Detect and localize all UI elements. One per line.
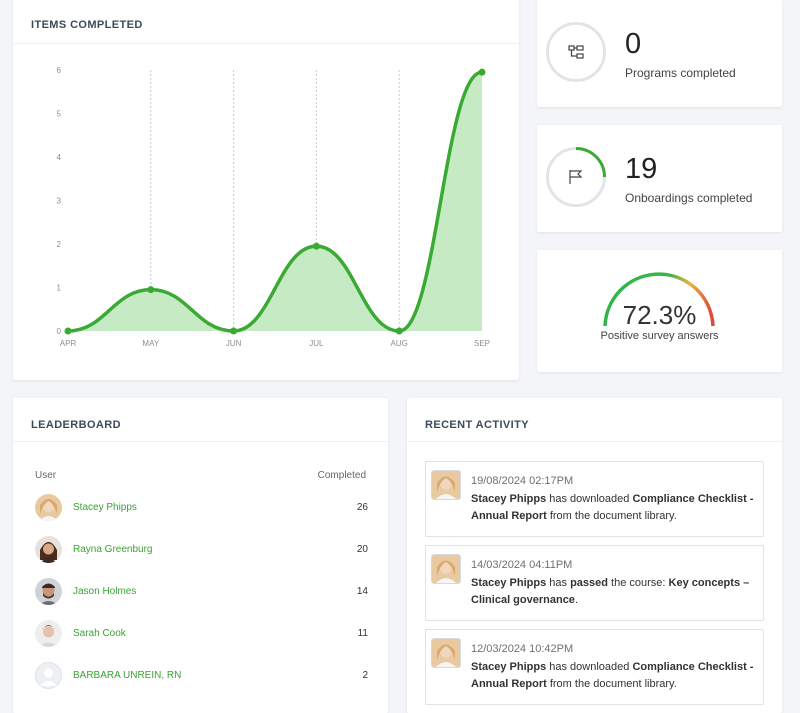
flag-icon [569, 170, 583, 184]
programs-card: 0 Programs completed [537, 0, 782, 107]
activity-item: 19/08/2024 02:17PM Stacey Phipps has dow… [425, 461, 764, 537]
recent-activity-header: RECENT ACTIVITY [407, 398, 782, 442]
activity-verb-bold: passed [570, 577, 608, 589]
items-completed-title: ITEMS COMPLETED [31, 19, 143, 31]
leaderboard-count: 26 [356, 502, 368, 513]
leaderboard-col-user: User [35, 470, 57, 481]
y-tick-label: 4 [57, 153, 62, 162]
activity-item: 14/03/2024 04:11PM Stacey Phipps has pas… [425, 545, 764, 621]
activity-verb: has downloaded [546, 493, 633, 505]
activity-verb: has downloaded [546, 661, 633, 673]
chart-area [68, 72, 482, 332]
y-tick-label: 3 [57, 197, 62, 206]
x-tick-label: MAY [142, 339, 159, 348]
activity-text: Stacey Phipps has downloaded Compliance … [471, 491, 759, 525]
activity-verb2: the course: [607, 577, 669, 589]
leaderboard-row[interactable]: Stacey Phipps 26 [35, 494, 368, 524]
activity-time: 14/03/2024 04:11PM [471, 559, 573, 571]
onboardings-value: 19 [625, 153, 658, 185]
chart-point[interactable] [395, 327, 403, 335]
y-tick-label: 2 [57, 240, 62, 249]
y-tick-label: 5 [57, 110, 62, 119]
recent-activity-card: RECENT ACTIVITY 19/08/2024 02:17PM Stace… [407, 398, 782, 713]
activity-actor[interactable]: Stacey Phipps [471, 577, 547, 589]
survey-label: Positive survey answers [600, 330, 719, 342]
leaderboard-name[interactable]: Sarah Cook [73, 628, 126, 639]
activity-suffix: . [574, 594, 578, 606]
activity-text: Stacey Phipps has downloaded Compliance … [471, 659, 759, 693]
leaderboard-count: 14 [356, 586, 368, 597]
chart-point[interactable] [147, 286, 155, 294]
y-tick-label: 6 [57, 66, 62, 75]
x-tick-label: SEP [474, 339, 490, 348]
chart-point[interactable] [478, 68, 486, 76]
avatar [431, 638, 461, 668]
activity-suffix: from the document library. [546, 678, 677, 690]
avatar [431, 470, 461, 500]
leaderboard-row[interactable]: BARBARA UNREIN, RN 2 [35, 662, 368, 692]
onboardings-label: Onboardings completed [625, 191, 753, 205]
leaderboard-name[interactable]: Stacey Phipps [73, 502, 137, 513]
activity-verb: has [546, 577, 571, 589]
chart-line [67, 70, 483, 333]
leaderboard-row[interactable]: Rayna Greenburg 20 [35, 536, 368, 566]
programs-value: 0 [625, 28, 642, 60]
leaderboard-col-completed: Completed [317, 470, 366, 481]
leaderboard-name[interactable]: Rayna Greenburg [73, 544, 153, 555]
x-tick-label: APR [60, 339, 77, 348]
leaderboard-row[interactable]: Sarah Cook 11 [35, 620, 368, 650]
leaderboard-name[interactable]: Jason Holmes [73, 586, 137, 597]
avatar [431, 554, 461, 584]
avatar [35, 536, 62, 563]
programs-ring [546, 22, 606, 82]
x-tick-label: JUL [309, 339, 324, 348]
leaderboard-row[interactable]: Jason Holmes 14 [35, 578, 368, 608]
avatar [35, 578, 62, 605]
activity-object[interactable]: Key concepts – Clinical governance [471, 577, 750, 606]
leaderboard-count: 20 [356, 544, 368, 555]
items-completed-chart: 0 1 2 3 4 5 6 APR MAY JUN JUL AUG SEP [57, 66, 490, 348]
leaderboard-count: 11 [357, 628, 368, 639]
programs-label: Programs completed [625, 66, 736, 80]
activity-object[interactable]: Compliance Checklist - Annual Report [471, 493, 754, 522]
chart-point[interactable] [312, 242, 320, 250]
items-completed-card: ITEMS COMPLETED 0 1 2 3 4 5 6 APR MAY JUN JUL AUG SE… [13, 0, 519, 380]
x-tick-label: AUG [391, 339, 408, 348]
y-tick-label: 0 [57, 327, 62, 336]
leaderboard-header: LEADERBOARD [13, 398, 388, 442]
leaderboard-card: LEADERBOARD User Completed Stacey Phipps… [13, 398, 388, 713]
leaderboard-count: 2 [362, 670, 368, 681]
avatar [35, 620, 62, 647]
avatar [35, 662, 62, 689]
y-tick-label: 1 [57, 284, 62, 293]
activity-actor[interactable]: Stacey Phipps [471, 493, 547, 505]
survey-card: 72.3% Positive survey answers [537, 250, 782, 372]
chart-point[interactable] [64, 327, 72, 335]
activity-time: 19/08/2024 02:17PM [471, 475, 574, 487]
activity-object[interactable]: Compliance Checklist - Annual Report [471, 661, 754, 690]
onboardings-card: 19 Onboardings completed [537, 125, 782, 232]
activity-suffix: from the document library. [546, 510, 677, 522]
leaderboard-name[interactable]: BARBARA UNREIN, RN [73, 670, 182, 681]
leaderboard-title: LEADERBOARD [31, 419, 121, 431]
chart-point[interactable] [230, 327, 238, 335]
items-completed-header: ITEMS COMPLETED [13, 0, 519, 44]
activity-item: 12/03/2024 10:42PM Stacey Phipps has dow… [425, 629, 764, 705]
activity-text: Stacey Phipps has passed the course: Key… [471, 575, 759, 609]
sitemap-icon [568, 45, 584, 59]
survey-value: 72.3% [622, 300, 697, 330]
activity-actor[interactable]: Stacey Phipps [471, 661, 547, 673]
x-tick-label: JUN [226, 339, 242, 348]
onboardings-ring [546, 147, 606, 207]
avatar [35, 494, 62, 521]
recent-activity-title: RECENT ACTIVITY [425, 419, 529, 431]
activity-time: 12/03/2024 10:42PM [471, 643, 574, 655]
survey-gauge [603, 272, 715, 327]
